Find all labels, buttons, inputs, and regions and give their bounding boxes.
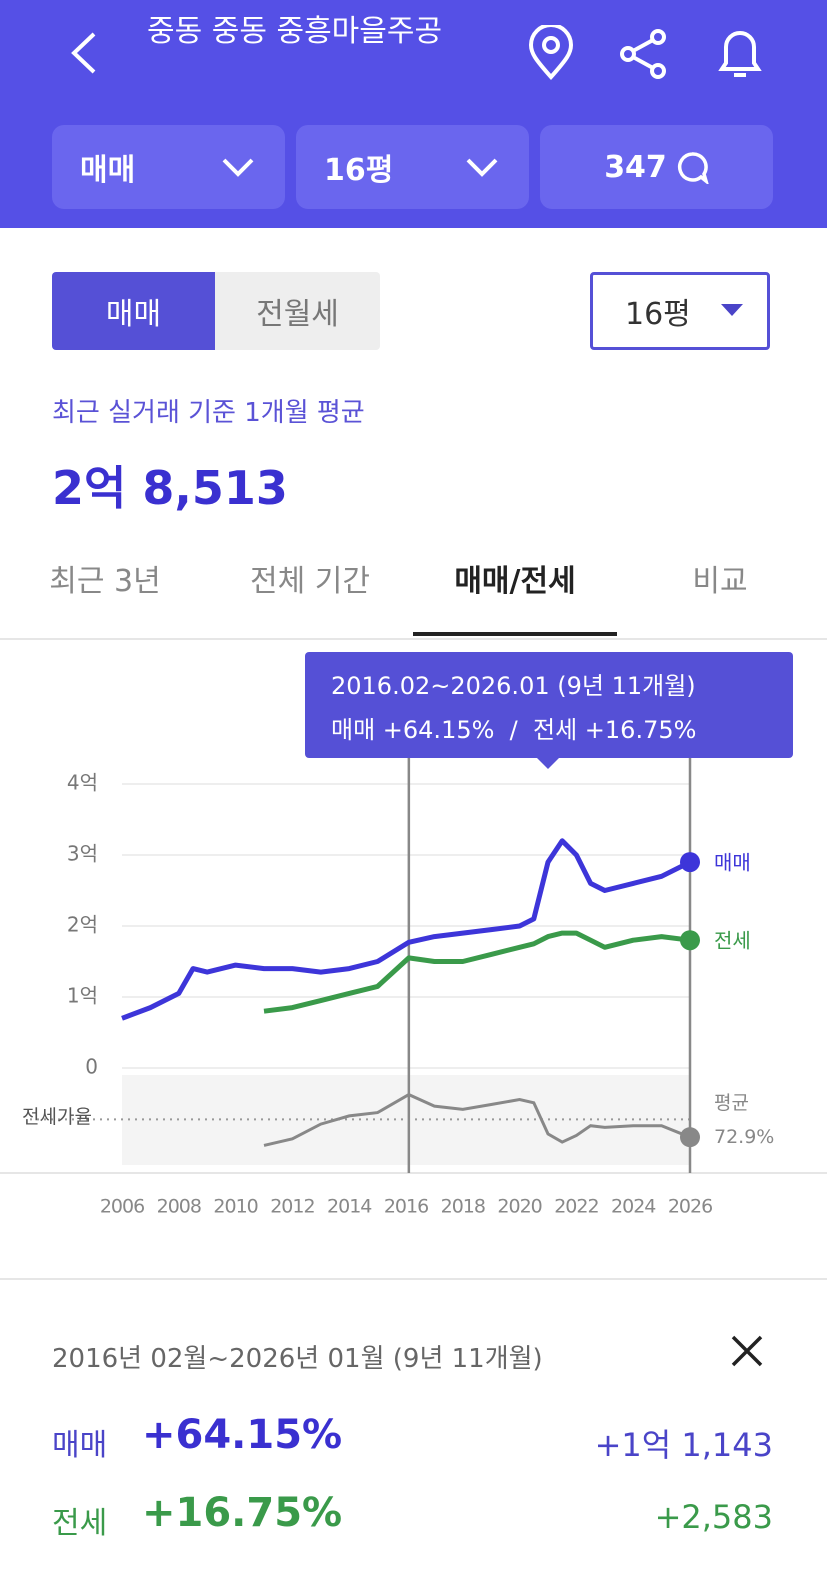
series-end-label: 전세: [714, 929, 751, 953]
detail-period: 2016년 02월~2026년 01월 (9년 11개월): [52, 1344, 543, 1374]
x-tick-label: 2014: [327, 1196, 372, 1218]
label: 16평: [625, 297, 691, 332]
detail-name: 전세: [52, 1506, 108, 1541]
toggle-rent[interactable]: 전월세: [215, 272, 380, 350]
ratio-average-value: 72.9%: [714, 1126, 774, 1148]
detail-name: 매매: [52, 1428, 108, 1463]
x-tick-label: 2020: [497, 1196, 541, 1218]
y-tick-label: 1억: [67, 984, 98, 1008]
x-tick-label: 2010: [213, 1196, 257, 1218]
label: 매매: [80, 153, 136, 188]
tooltip: 2016.02~2026.01 (9년 11개월) 매매 +64.15% / 전…: [305, 652, 793, 758]
tab[interactable]: 전체 기간: [250, 564, 370, 599]
x-tick-label: 2018: [441, 1196, 485, 1218]
tooltip-pointer: [536, 757, 560, 769]
header: 중동 중동 중흥마을주공 매매 16평 347: [0, 0, 827, 228]
detail-amount: +2,583: [654, 1498, 773, 1536]
y-tick-label: 4억: [67, 771, 98, 795]
end-dot: [680, 930, 700, 951]
comment-icon: [677, 152, 709, 184]
x-tick-label: 2022: [554, 1196, 598, 1218]
divider: [0, 638, 827, 640]
chevron: [466, 158, 498, 177]
label: 347: [604, 149, 667, 185]
x-tick-label: 2024: [611, 1196, 656, 1218]
detail-change: +64.15%: [142, 1412, 343, 1458]
series-line: [263, 930, 691, 1014]
comments-button[interactable]: 347: [540, 125, 773, 209]
y-tick-label: 2억: [67, 913, 98, 937]
close-icon[interactable]: [730, 1334, 764, 1368]
divider: [0, 1278, 827, 1280]
tooltip-line: 매매 +64.15% / 전세 +16.75%: [331, 716, 697, 744]
back-icon[interactable]: [60, 28, 110, 78]
size-dropdown[interactable]: 16평: [590, 272, 770, 350]
x-tick-label: 2026: [668, 1196, 712, 1218]
summary-caption: 최근 실거래 기준 1개월 평균: [52, 398, 365, 428]
series-line: [121, 838, 692, 1021]
tab-underline: [413, 632, 617, 636]
detail-amount: +1억 1,143: [594, 1426, 773, 1464]
summary-price: 2억 8,513: [52, 461, 288, 515]
deal-filter[interactable]: 매매: [52, 125, 285, 209]
share-icon[interactable]: [618, 28, 672, 80]
location-icon[interactable]: [525, 25, 577, 81]
caret: [721, 304, 743, 316]
bell-icon[interactable]: [712, 25, 768, 81]
tab[interactable]: 최근 3년: [49, 564, 161, 599]
x-tick-label: 2012: [270, 1196, 314, 1218]
x-tick-label: 2006: [100, 1196, 144, 1218]
title: 중동 중동 중흥마을주공: [147, 14, 443, 49]
x-tick-label: 2016: [384, 1196, 428, 1218]
y-tick-label: 0: [85, 1055, 98, 1079]
ratio-line: [263, 1092, 691, 1147]
ratio-end-dot: [680, 1127, 700, 1148]
ratio-label: 전세가율: [22, 1106, 92, 1128]
chevron: [222, 158, 254, 177]
detail-change: +16.75%: [142, 1490, 343, 1536]
y-tick-label: 3억: [67, 842, 98, 866]
ratio-panel: [122, 1075, 690, 1165]
size-filter[interactable]: 16평: [296, 125, 529, 209]
label: 16평: [324, 153, 394, 188]
ratio-average-label: 평균: [714, 1092, 749, 1114]
end-dot: [680, 852, 700, 873]
series-end-label: 매매: [714, 851, 751, 875]
tab[interactable]: 비교: [692, 564, 748, 599]
x-tick-label: 2008: [157, 1196, 201, 1218]
tooltip-line: 2016.02~2026.01 (9년 11개월): [331, 672, 696, 700]
tab-active[interactable]: 매매/전세: [454, 564, 576, 599]
toggle-sale[interactable]: 매매: [52, 272, 215, 350]
